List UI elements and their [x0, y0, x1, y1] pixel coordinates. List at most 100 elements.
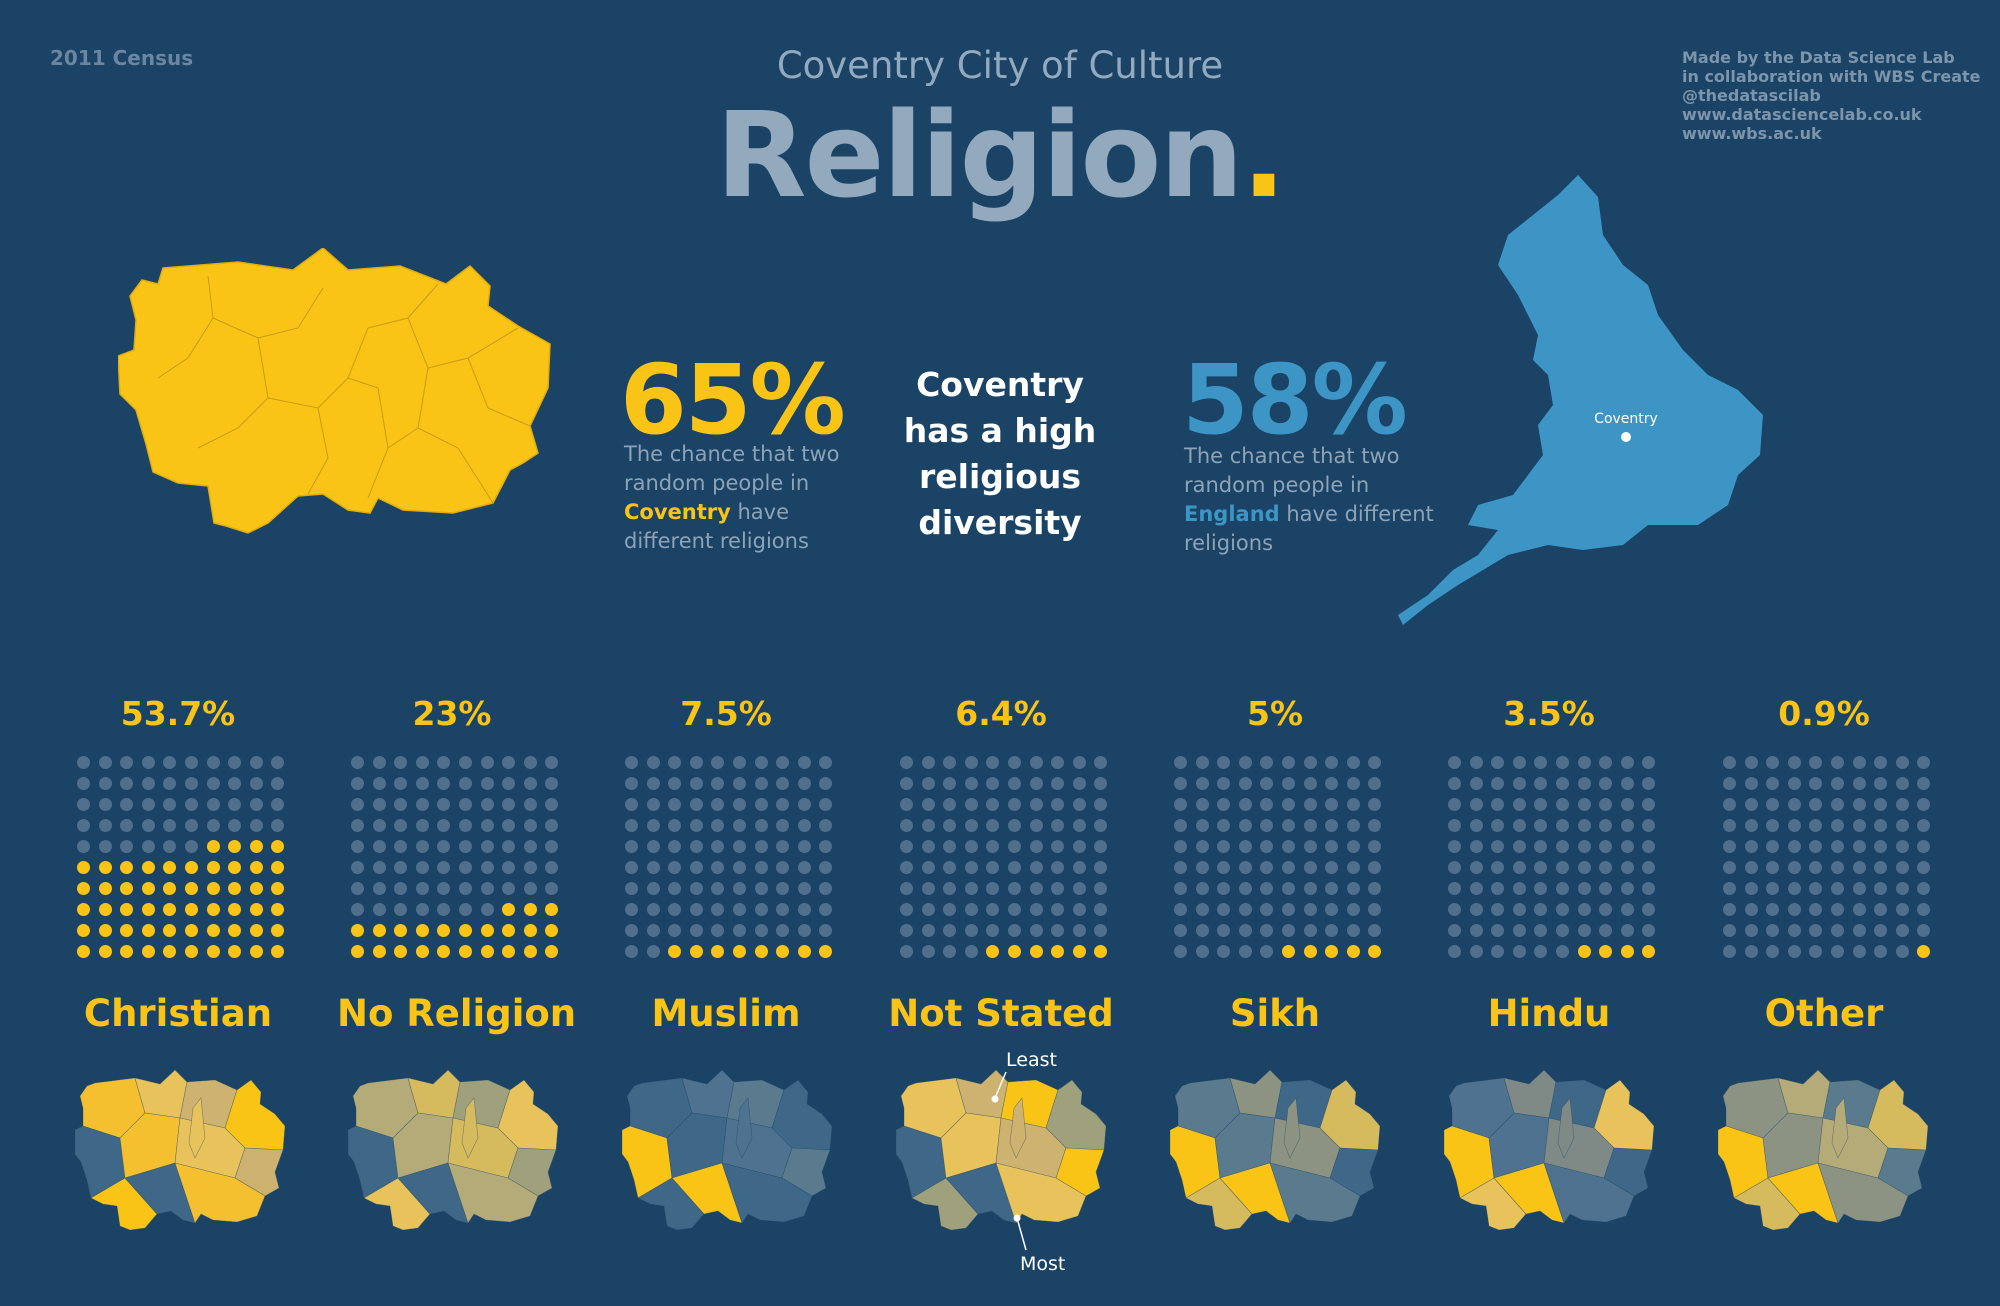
dot-filled	[206, 861, 220, 874]
dot-empty	[523, 840, 537, 853]
dot-empty	[1534, 861, 1548, 874]
dot-empty	[545, 756, 559, 769]
dot-empty	[1766, 798, 1780, 811]
dot-empty	[711, 840, 725, 853]
dot-empty	[1260, 924, 1274, 937]
dot-empty	[1723, 861, 1736, 874]
dot-empty	[77, 840, 90, 853]
dot-empty	[668, 819, 682, 832]
dot-empty	[141, 756, 155, 769]
dot-empty	[1281, 819, 1295, 832]
map-region	[721, 1162, 813, 1224]
coventry-map	[118, 248, 551, 534]
dot-filled	[437, 924, 451, 937]
dot-empty	[458, 777, 472, 790]
dot-empty	[1555, 798, 1569, 811]
dot-empty	[502, 777, 516, 790]
dot-empty	[120, 756, 134, 769]
dot-empty	[964, 756, 978, 769]
dot-empty	[1448, 882, 1461, 895]
dot-empty	[943, 798, 957, 811]
dot-empty	[1195, 756, 1209, 769]
dot-empty	[1895, 819, 1909, 832]
dot-empty	[797, 924, 811, 937]
dot-empty	[1599, 777, 1613, 790]
dot-empty	[1874, 945, 1888, 958]
dot-empty	[1577, 819, 1591, 832]
dot-filled	[1620, 945, 1634, 958]
dot-empty	[1766, 777, 1780, 790]
dot-empty	[1325, 882, 1339, 895]
dot-empty	[458, 882, 472, 895]
dot-empty	[689, 903, 703, 916]
dot-empty	[1852, 882, 1866, 895]
dot-filled	[1368, 945, 1382, 958]
dot-empty	[545, 840, 559, 853]
dot-empty	[1448, 924, 1461, 937]
dot-empty	[1766, 903, 1780, 916]
dot-empty	[1577, 903, 1591, 916]
dot-empty	[964, 819, 978, 832]
dot-empty	[1642, 756, 1656, 769]
dot-filled	[77, 924, 90, 937]
dot-empty	[1555, 882, 1569, 895]
dot-empty	[797, 840, 811, 853]
dot-empty	[1599, 819, 1613, 832]
dot-empty	[1303, 756, 1317, 769]
choropleth-map-sikh	[1169, 1068, 1381, 1242]
dot-filled	[163, 945, 177, 958]
dot-empty	[1599, 903, 1613, 916]
dot-empty	[458, 756, 472, 769]
dot-empty	[1195, 840, 1209, 853]
dot-empty	[1448, 777, 1461, 790]
coventry-desc-text: The chance that two random people in	[624, 442, 840, 495]
dot-empty	[1534, 756, 1548, 769]
choropleth-svg	[1717, 1069, 1929, 1231]
dot-empty	[502, 798, 516, 811]
dot-empty	[77, 819, 90, 832]
dot-filled	[249, 882, 263, 895]
dot-empty	[1195, 861, 1209, 874]
dot-empty	[1577, 924, 1591, 937]
dot-empty	[98, 840, 112, 853]
religion-pct: 7.5%	[680, 694, 772, 733]
map-region	[1543, 1162, 1635, 1224]
dot-empty	[776, 924, 790, 937]
religion-name: Hindu	[1487, 992, 1611, 1035]
map-region	[735, 1097, 753, 1159]
dot-empty	[1723, 903, 1736, 916]
dot-empty	[163, 756, 177, 769]
dot-empty	[921, 798, 935, 811]
dot-empty	[625, 924, 638, 937]
dot-filled	[1917, 945, 1931, 958]
credit-line: www.wbs.ac.uk	[1682, 124, 1822, 143]
dot-empty	[668, 777, 682, 790]
dot-empty	[141, 777, 155, 790]
dot-filled	[98, 861, 112, 874]
dot-filled	[249, 840, 263, 853]
dot-empty	[1534, 840, 1548, 853]
dot-empty	[1766, 861, 1780, 874]
dot-empty	[1238, 945, 1252, 958]
dot-empty	[797, 798, 811, 811]
religion-name: Other	[1764, 992, 1884, 1035]
dot-empty	[98, 798, 112, 811]
dot-empty	[776, 903, 790, 916]
dot-empty	[668, 798, 682, 811]
dot-empty	[228, 798, 242, 811]
dot-empty	[394, 819, 408, 832]
dot-empty	[1744, 945, 1758, 958]
religion-column: 5% Sikh	[1160, 690, 1390, 1035]
dot-empty	[1094, 882, 1108, 895]
dot-empty	[646, 798, 660, 811]
dot-empty	[1809, 924, 1823, 937]
dot-empty	[206, 819, 220, 832]
dot-empty	[1029, 840, 1043, 853]
dot-empty	[1325, 756, 1339, 769]
dot-filled	[228, 882, 242, 895]
dot-empty	[1787, 798, 1801, 811]
dot-empty	[1512, 924, 1526, 937]
dot-empty	[1094, 840, 1108, 853]
dot-empty	[943, 903, 957, 916]
dot-empty	[1577, 861, 1591, 874]
